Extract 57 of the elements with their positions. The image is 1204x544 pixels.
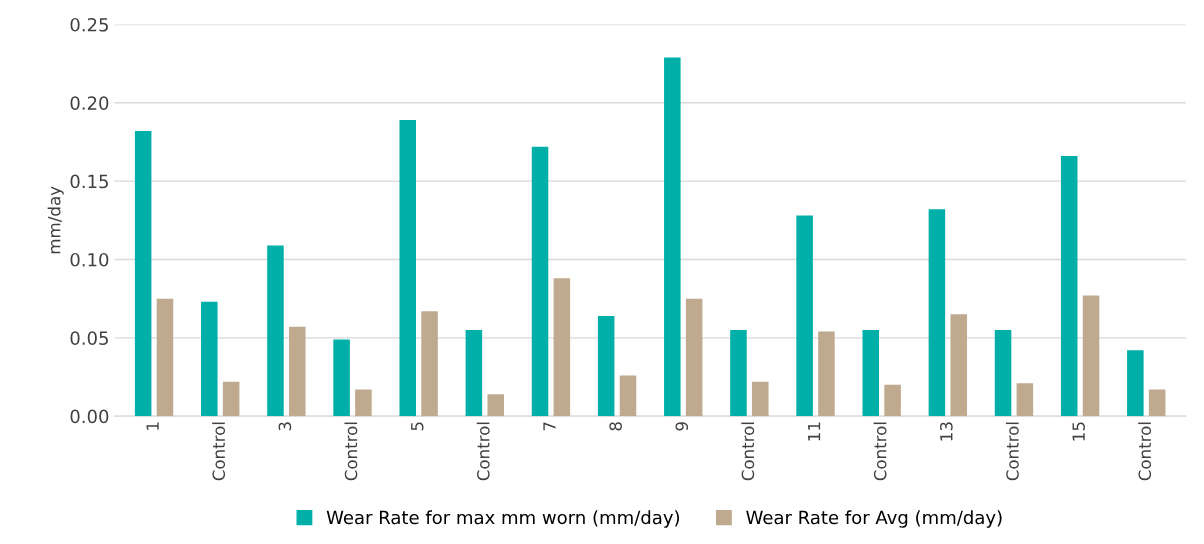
legend-label: Wear Rate for max mm worn (mm/day): [326, 510, 680, 528]
x-tick-label: Control: [1138, 422, 1152, 481]
x-tick-label: Control: [741, 422, 755, 481]
x-tick-label: 8: [609, 422, 622, 431]
bar: [1016, 383, 1034, 417]
bar: [289, 326, 306, 417]
bar: [685, 298, 703, 417]
bar: [619, 375, 637, 417]
bar: [355, 389, 372, 417]
bar: [862, 329, 880, 417]
bar: [399, 120, 416, 417]
bar: [664, 57, 681, 417]
x-tick-label: Control: [476, 422, 490, 481]
bar: [156, 298, 174, 417]
bar: [928, 209, 946, 417]
y-tick-label: 0.10: [70, 252, 109, 267]
bar: [950, 314, 967, 417]
y-tick-label: 0.15: [70, 174, 108, 189]
bar: [267, 245, 284, 417]
x-tick-label: Control: [1005, 422, 1019, 481]
bar: [531, 146, 549, 417]
bar: [465, 329, 483, 417]
bar: [201, 301, 218, 417]
bar: [818, 331, 835, 417]
x-tick-label: 1: [146, 422, 159, 430]
x-tick-label: Control: [873, 422, 887, 481]
bar: [421, 311, 438, 417]
legend-label: Wear Rate for Avg (mm/day): [746, 510, 1002, 528]
bar: [1060, 156, 1078, 417]
x-tick-label: 9: [675, 422, 689, 431]
bar: [553, 278, 571, 417]
x-tick-label: 3: [278, 422, 292, 431]
x-tick-label: 13: [940, 422, 953, 441]
x-tick-label: 15: [1072, 422, 1085, 441]
bar: [597, 315, 615, 417]
bar: [994, 329, 1012, 417]
x-tick-label: 7: [543, 422, 556, 431]
bar: [222, 381, 240, 417]
bar: [134, 131, 152, 417]
bar: [884, 384, 901, 417]
y-tick-label: 0.20: [70, 96, 109, 110]
bar: [1127, 350, 1144, 417]
y-tick-label: 0.00: [70, 409, 109, 424]
bar: [333, 339, 350, 417]
x-tick-label: 5: [411, 422, 424, 431]
x-tick-label: Control: [212, 422, 226, 481]
bar: [1148, 389, 1166, 417]
bar: [487, 394, 504, 417]
bar: [796, 215, 813, 417]
bar: [1082, 295, 1100, 417]
y-axis-title: mm/day: [47, 186, 64, 254]
y-tick-label: 0.05: [70, 331, 108, 345]
bar: [730, 329, 747, 417]
bar: [752, 381, 769, 417]
x-tick-label: 11: [807, 422, 821, 441]
x-tick-label: Control: [344, 422, 358, 481]
y-tick-label: 0.25: [70, 17, 108, 32]
